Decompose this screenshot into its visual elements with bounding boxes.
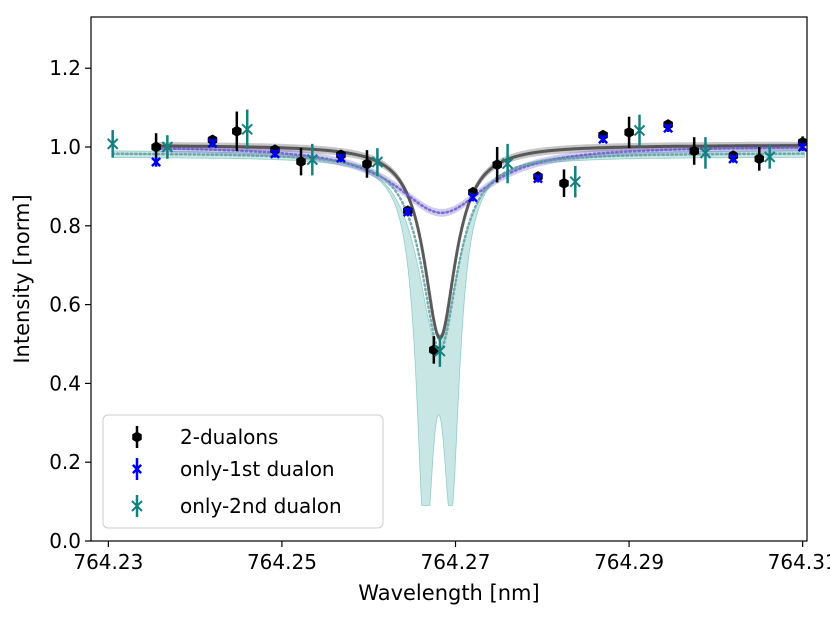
data-point bbox=[663, 123, 674, 134]
data-point bbox=[492, 147, 502, 183]
legend-marker bbox=[132, 431, 142, 443]
y-tick-label: 0.4 bbox=[49, 371, 81, 395]
data-point bbox=[241, 109, 253, 149]
fit-curve-2 bbox=[111, 152, 806, 352]
data-point bbox=[306, 143, 319, 176]
marker bbox=[532, 173, 543, 184]
marker bbox=[624, 126, 634, 138]
data-point bbox=[797, 142, 808, 153]
marker bbox=[241, 123, 253, 135]
data-point bbox=[335, 153, 346, 164]
data-point bbox=[624, 116, 634, 149]
fit-curve-0 bbox=[156, 144, 805, 340]
y-axis-label: Intensity [norm] bbox=[10, 194, 34, 363]
marker bbox=[232, 125, 242, 137]
legend-marker bbox=[132, 464, 142, 474]
y-axis: 0.0 0.2 0.4 0.6 0.8 1.0 1.2 bbox=[49, 56, 91, 553]
legend-entry: only-1st dualon bbox=[132, 457, 335, 481]
x-axis-label: Wavelength [nm] bbox=[358, 581, 539, 605]
marker bbox=[797, 142, 808, 153]
legend-box bbox=[102, 414, 384, 529]
x-tick-label: 764.23 bbox=[73, 550, 143, 574]
data-point bbox=[532, 173, 543, 184]
data-point bbox=[434, 335, 446, 367]
data-point bbox=[296, 147, 306, 176]
data-point bbox=[763, 145, 776, 169]
marker bbox=[501, 157, 514, 170]
legend: 2-dualons only-1st dualon only-2nd dualon bbox=[102, 414, 384, 529]
data-point bbox=[569, 165, 581, 198]
data-point bbox=[699, 137, 712, 169]
marker bbox=[598, 134, 609, 145]
data-point bbox=[559, 169, 569, 198]
marker bbox=[161, 141, 174, 153]
data-point bbox=[754, 147, 765, 171]
marker bbox=[207, 138, 218, 149]
plot-frame bbox=[90, 16, 808, 542]
legend-label: only-2nd dualon bbox=[180, 494, 342, 518]
marker bbox=[559, 177, 569, 189]
x-tick-label: 764.29 bbox=[594, 550, 664, 574]
x-axis: 764.23 764.25 764.27 764.29 764.31 bbox=[73, 541, 830, 574]
series-1 bbox=[151, 123, 808, 218]
marker bbox=[763, 151, 776, 163]
marker bbox=[728, 153, 739, 164]
marker bbox=[663, 123, 674, 134]
marker bbox=[151, 156, 162, 167]
data-point bbox=[161, 135, 174, 159]
y-tick-label: 1.0 bbox=[49, 135, 81, 159]
marker bbox=[306, 153, 319, 166]
data-point bbox=[371, 148, 384, 176]
marker bbox=[269, 148, 280, 159]
marker bbox=[371, 156, 384, 168]
legend-label: only-1st dualon bbox=[180, 457, 335, 481]
marker bbox=[296, 156, 306, 168]
y-tick-label: 0.0 bbox=[49, 529, 81, 553]
y-tick-label: 0.8 bbox=[49, 214, 81, 238]
x-tick-label: 764.31 bbox=[768, 550, 830, 574]
marker bbox=[151, 141, 161, 153]
y-tick-label: 0.6 bbox=[49, 293, 81, 317]
data-point bbox=[151, 156, 162, 167]
marker bbox=[467, 192, 478, 203]
data-point bbox=[232, 111, 242, 151]
x-tick-label: 764.27 bbox=[421, 550, 491, 574]
marker bbox=[754, 153, 765, 165]
data-point bbox=[106, 130, 119, 158]
data-point bbox=[598, 134, 609, 145]
y-tick-label: 1.2 bbox=[49, 56, 81, 80]
marker bbox=[362, 158, 372, 170]
legend-label: 2-dualons bbox=[180, 425, 278, 449]
data-points bbox=[106, 109, 808, 367]
data-point bbox=[151, 133, 161, 161]
marker bbox=[492, 159, 502, 171]
data-point bbox=[633, 114, 646, 147]
marker bbox=[633, 124, 646, 137]
series-2 bbox=[106, 109, 776, 367]
marker bbox=[699, 147, 712, 159]
marker bbox=[434, 345, 446, 357]
marker bbox=[106, 138, 119, 150]
marker bbox=[402, 207, 413, 218]
data-point bbox=[501, 143, 514, 184]
data-point bbox=[467, 192, 478, 203]
legend-entry: only-2nd dualon bbox=[131, 494, 342, 518]
x-tick-label: 764.25 bbox=[247, 550, 317, 574]
marker bbox=[689, 145, 699, 157]
data-point bbox=[207, 138, 218, 149]
data-point bbox=[269, 148, 280, 159]
data-point bbox=[728, 153, 739, 164]
data-point bbox=[362, 150, 372, 178]
marker bbox=[335, 153, 346, 164]
data-point bbox=[402, 207, 413, 218]
y-tick-label: 0.2 bbox=[49, 450, 81, 474]
legend-entry: 2-dualons bbox=[132, 425, 278, 449]
data-point bbox=[689, 137, 699, 165]
legend-marker bbox=[131, 500, 143, 512]
marker bbox=[569, 175, 581, 188]
